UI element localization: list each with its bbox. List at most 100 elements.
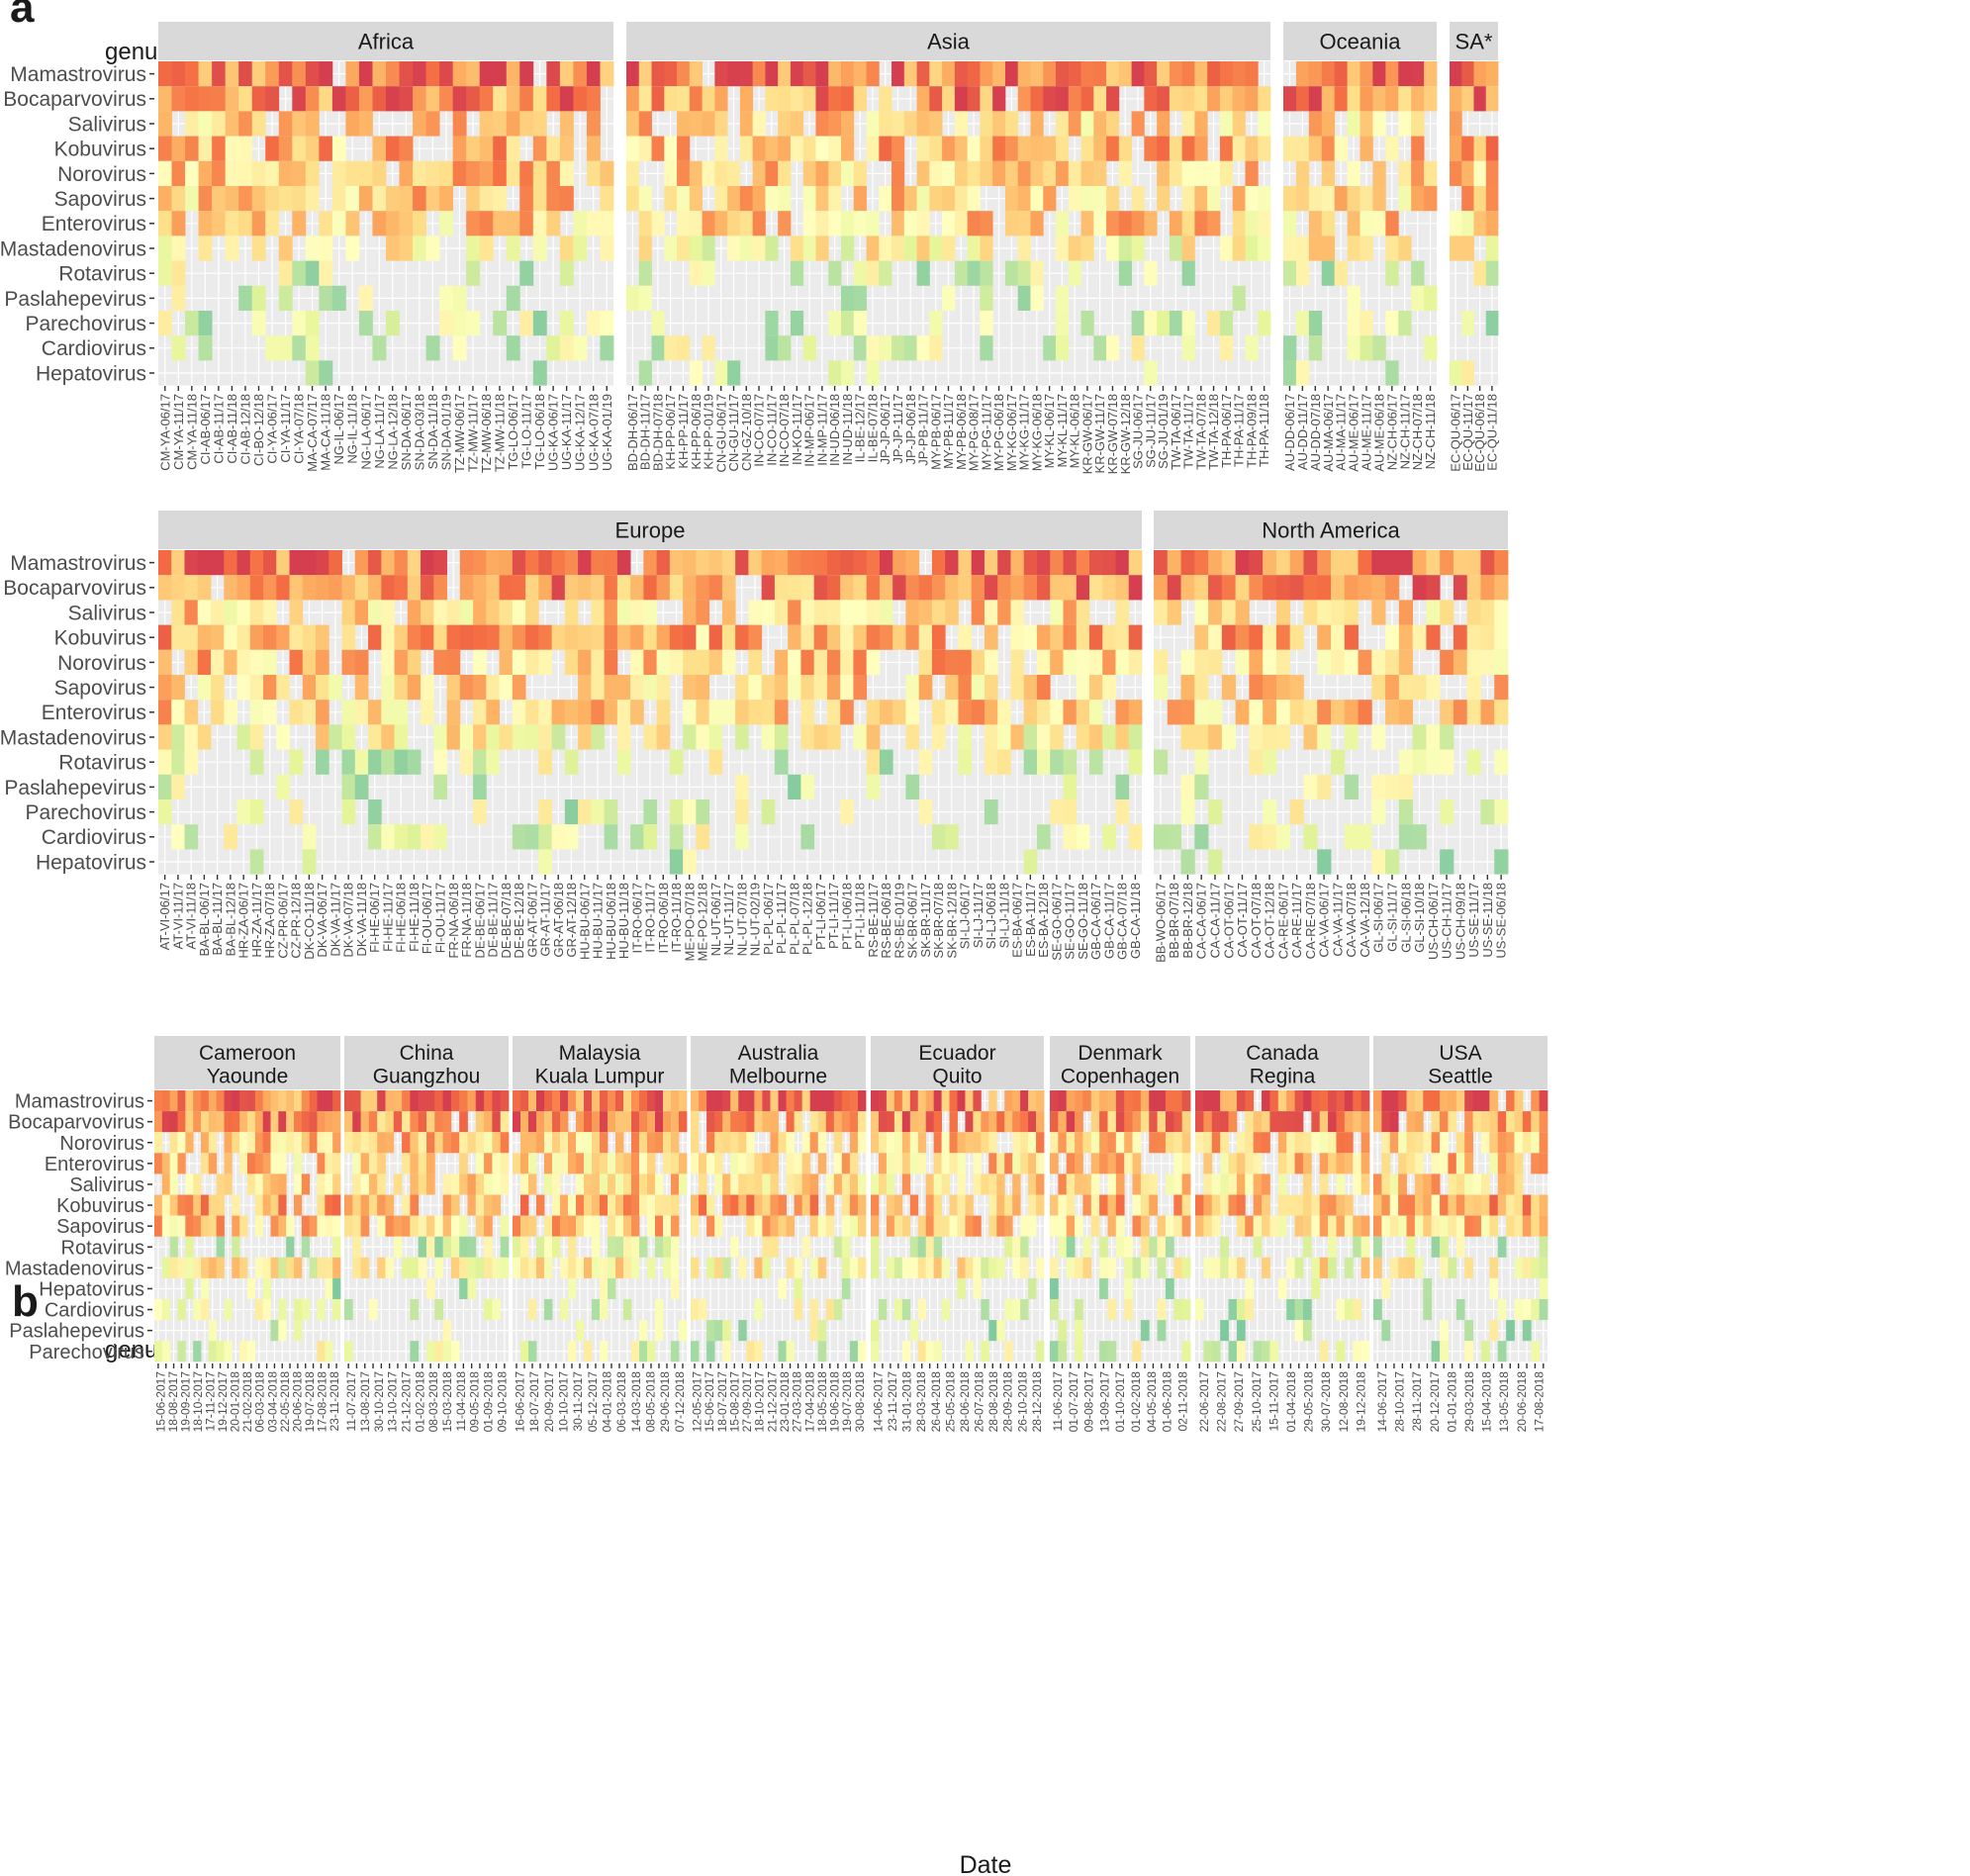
heatmap-cell (425, 61, 440, 87)
heatmap-cell (1411, 111, 1425, 137)
heatmap-cell (459, 675, 474, 701)
heatmap-cell (1431, 1215, 1441, 1237)
row-label-hepatovirus: Hepatovirus (36, 851, 146, 874)
heatmap-cell (1004, 1341, 1013, 1362)
heatmap-cell (452, 335, 467, 361)
heatmap-cell (1102, 575, 1116, 601)
heatmap-cell (901, 1173, 911, 1195)
heatmap-cell (735, 799, 749, 825)
heatmap-cell (1472, 1111, 1482, 1133)
x-tick-label: CA-OT-11/17 (1235, 883, 1250, 958)
heatmap-cell (224, 624, 237, 650)
heatmap-cell (813, 575, 828, 601)
heatmap-cell (1277, 1173, 1287, 1195)
heatmap-cell (984, 600, 998, 625)
x-tick-label: CZ-PR-12/18 (289, 883, 304, 959)
heatmap-cell (815, 111, 829, 137)
heatmap-cell (1440, 700, 1454, 725)
heatmap-cell (1360, 1090, 1370, 1112)
heatmap-cell (677, 186, 691, 212)
heatmap-cell (459, 550, 474, 576)
heatmap-cell (1531, 1132, 1541, 1154)
facet-country-australia-melbourne: Australia (738, 1042, 819, 1065)
heatmap-cell (1347, 211, 1360, 236)
heatmap-cell (1302, 1194, 1312, 1216)
heatmap-cell (201, 1153, 210, 1174)
heatmap-cell (655, 1111, 664, 1133)
heatmap-cell (1506, 1111, 1515, 1133)
heatmap-cell (840, 550, 854, 576)
heatmap-cell (262, 1194, 271, 1216)
x-tick-label: DK-CO-11/18 (302, 883, 317, 960)
x-tick-label: PT-LI-06/18 (839, 883, 854, 950)
heatmap-cell (608, 1277, 616, 1299)
heatmap-cell (372, 136, 387, 161)
heatmap-cell (1317, 724, 1332, 750)
heatmap-cell (236, 550, 251, 576)
heatmap-cell (916, 136, 930, 161)
x-tick-label: 18-10-2017 (753, 1371, 767, 1433)
heatmap-cell (1075, 1132, 1083, 1154)
heatmap-cell (828, 160, 842, 186)
heatmap-cell (1169, 311, 1183, 336)
heatmap-cell (1473, 160, 1487, 186)
heatmap-cell (316, 575, 329, 601)
heatmap-cell (669, 575, 684, 601)
heatmap-cell (925, 1173, 935, 1195)
heatmap-cell (1020, 1132, 1029, 1154)
heatmap-cell (1371, 724, 1386, 750)
heatmap-cell (185, 136, 199, 161)
heatmap-cell (794, 1299, 803, 1321)
heatmap-cell (664, 86, 678, 112)
x-tick-label: 29-05-2018 (1302, 1371, 1316, 1433)
heatmap-cell (878, 1111, 888, 1133)
heatmap-cell (193, 1111, 202, 1133)
heatmap-cell (486, 749, 500, 775)
heatmap-cell (1144, 260, 1158, 286)
heatmap-cell (484, 1090, 493, 1112)
heatmap-cell (1245, 136, 1259, 161)
heatmap-cell (278, 186, 293, 212)
heatmap-cell (623, 1090, 632, 1112)
heatmap-cell (1063, 700, 1078, 725)
x-tick-label: BB-WO-06/17 (1153, 883, 1168, 963)
heatmap-cell (278, 335, 293, 361)
heatmap-cell (1358, 575, 1372, 601)
heatmap-cell (1036, 1111, 1045, 1133)
heatmap-cell (1263, 749, 1277, 775)
heatmap-cell (410, 1090, 420, 1112)
heatmap-cell (833, 1132, 843, 1154)
heatmap-cell (177, 1299, 186, 1321)
heatmap-cell (278, 1132, 287, 1154)
x-tick-label: 27-09-2017 (740, 1371, 754, 1433)
heatmap-cell (262, 1090, 271, 1112)
heatmap-cell (413, 111, 426, 137)
heatmap-cell (1181, 1173, 1191, 1195)
heatmap-cell (368, 1090, 378, 1112)
heatmap-cell (1336, 1111, 1346, 1133)
heatmap-cell (981, 1299, 989, 1321)
heatmap-cell (492, 1257, 502, 1278)
heatmap-cell (344, 1090, 353, 1112)
x-tick-label: BB-BR-12/18 (1180, 883, 1195, 959)
heatmap-cell (1262, 1173, 1270, 1195)
heatmap-cell (224, 824, 237, 850)
heatmap-cell (608, 1236, 616, 1258)
heatmap-cell (309, 1215, 318, 1237)
heatmap-cell (604, 600, 618, 625)
heatmap-cell (1154, 600, 1169, 625)
heatmap-cell (442, 1236, 452, 1258)
heatmap-cell (643, 600, 658, 625)
heatmap-cell (1385, 774, 1400, 799)
heatmap-cell (663, 1215, 672, 1237)
heatmap-cell (538, 700, 552, 725)
facet-city-australia-melbourne: Melbourne (729, 1066, 827, 1088)
heatmap-cell (238, 111, 253, 137)
heatmap-cell (305, 311, 320, 336)
heatmap-cell (402, 1132, 411, 1154)
heatmap-cell (1360, 86, 1373, 112)
heatmap-cell (1344, 649, 1359, 675)
heatmap-cell (1245, 335, 1259, 361)
heatmap-cell (600, 61, 614, 87)
x-tick-label: TZ-MW-11/17 (465, 394, 480, 472)
